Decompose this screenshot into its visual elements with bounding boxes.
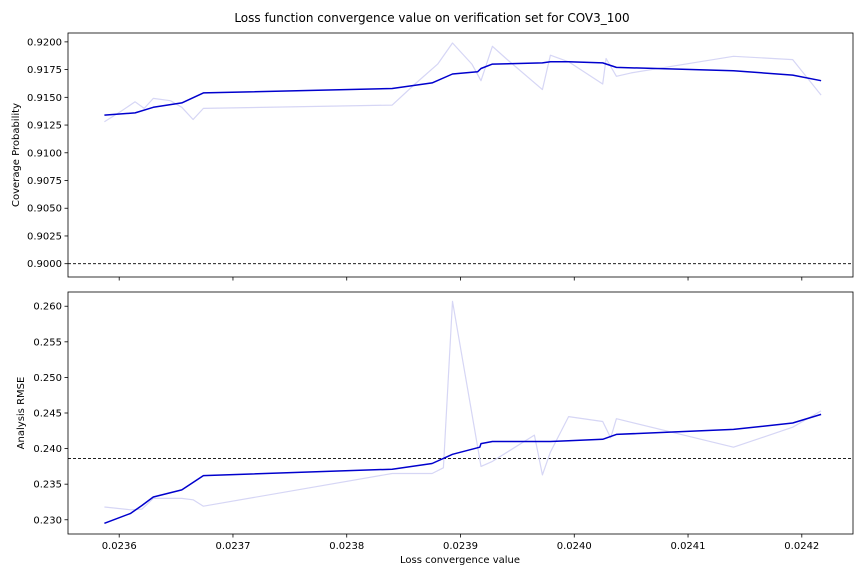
coverage-probability-panel: 0.9000 0.9025 0.9050 0.9075 0.9100 0.9125 0.91… bbox=[11, 32, 854, 281]
rmse-y-axis-title: Analysis RMSE bbox=[16, 377, 27, 450]
rmse-y-tick-label: 0.255 bbox=[33, 337, 62, 348]
coverage-y-tick-label: 0.9150 bbox=[27, 93, 62, 104]
coverage-x-axis bbox=[118, 277, 803, 281]
coverage-y-tick-label: 0.9025 bbox=[27, 231, 62, 242]
rmse-y-tick-label: 0.260 bbox=[33, 302, 62, 313]
rmse-raw-series-line bbox=[104, 300, 822, 511]
coverage-y-axis-title: Coverage Probability bbox=[11, 103, 22, 207]
rmse-y-tick-label: 0.235 bbox=[33, 480, 62, 491]
coverage-y-axis: 0.9000 0.9025 0.9050 0.9075 0.9100 0.9125 0.91… bbox=[27, 37, 68, 270]
rmse-x-axis: 0.0236 0.0237 0.0238 0.0239 0.0240 0.0241 0.02… bbox=[102, 534, 819, 552]
coverage-y-tick-label: 0.9050 bbox=[27, 204, 62, 215]
rmse-x-tick-label: 0.0239 bbox=[443, 541, 478, 552]
rmse-y-axis: 0.230 0.235 0.240 0.245 0.250 0.255 0.260 bbox=[33, 302, 68, 526]
coverage-raw-series-line bbox=[104, 42, 822, 123]
rmse-x-tick-label: 0.0242 bbox=[784, 541, 819, 552]
coverage-y-tick-label: 0.9125 bbox=[27, 121, 62, 132]
coverage-y-tick-label: 0.9075 bbox=[27, 176, 62, 187]
rmse-x-tick-label: 0.0236 bbox=[102, 541, 137, 552]
rmse-x-tick-label: 0.0237 bbox=[215, 541, 250, 552]
rmse-y-tick-label: 0.250 bbox=[33, 373, 62, 384]
rmse-plot-area bbox=[68, 300, 853, 525]
rmse-y-tick-label: 0.230 bbox=[33, 515, 62, 526]
coverage-y-tick-label: 0.9200 bbox=[27, 37, 62, 48]
rmse-x-axis-title: Loss convergence value bbox=[400, 555, 520, 566]
coverage-y-tick-label: 0.9100 bbox=[27, 148, 62, 159]
rmse-x-tick-label: 0.0241 bbox=[671, 541, 706, 552]
rmse-x-tick-label: 0.0238 bbox=[329, 541, 364, 552]
figure-title: Loss function convergence value on verif… bbox=[234, 11, 629, 25]
coverage-y-tick-label: 0.9175 bbox=[27, 65, 62, 76]
rmse-x-tick-label: 0.0240 bbox=[557, 541, 592, 552]
rmse-smoothed-series-line bbox=[104, 413, 822, 525]
rmse-y-tick-label: 0.245 bbox=[33, 409, 62, 420]
analysis-rmse-panel: 0.230 0.235 0.240 0.245 0.250 0.255 0.260 0.02… bbox=[16, 291, 854, 566]
rmse-y-tick-label: 0.240 bbox=[33, 444, 62, 455]
coverage-y-tick-label: 0.9000 bbox=[27, 259, 62, 270]
coverage-plot-area bbox=[68, 42, 853, 265]
coverage-smoothed-series-line bbox=[104, 61, 822, 116]
